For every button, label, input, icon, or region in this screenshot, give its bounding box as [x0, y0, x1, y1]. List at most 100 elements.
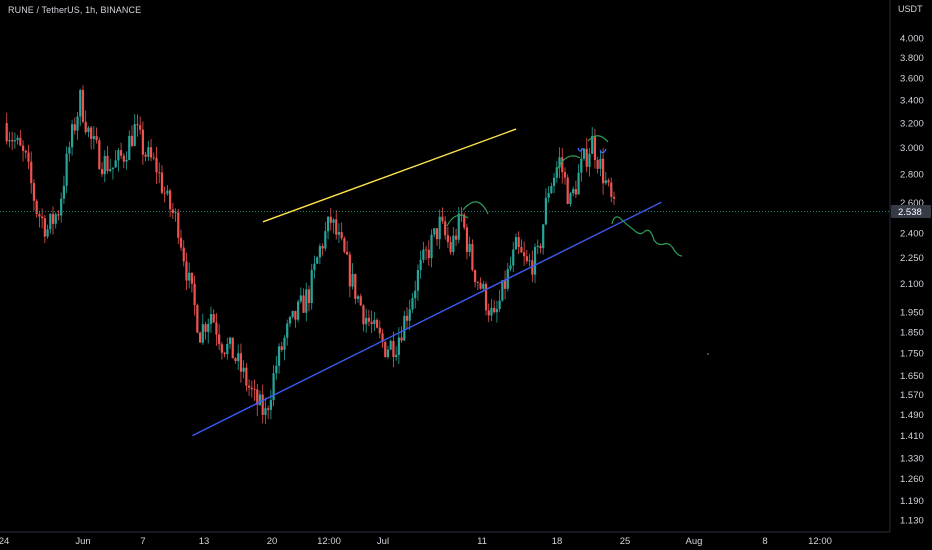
candle-body	[49, 213, 52, 230]
candle-body	[98, 140, 101, 170]
symbol-name: RUNE / TetherUS	[8, 5, 80, 15]
time-tick-label: Jun	[75, 536, 90, 547]
price-tick-label: 1.850	[900, 328, 924, 339]
top-marker[interactable]	[599, 148, 607, 154]
candle-body	[152, 157, 155, 159]
candle-body	[397, 337, 400, 355]
price-tick-label: 2.250	[900, 253, 924, 264]
resistance-trendline[interactable]	[262, 128, 517, 223]
candle-body	[474, 270, 477, 283]
candle-body	[610, 182, 613, 197]
candle-body	[220, 344, 223, 353]
candle-body	[128, 135, 131, 160]
candle-body	[517, 237, 520, 248]
candle-body	[117, 150, 120, 161]
candle-body	[465, 227, 469, 252]
candle-body	[62, 185, 66, 199]
candle-body	[57, 214, 60, 216]
top-marker[interactable]	[577, 147, 584, 152]
candle-body	[593, 135, 597, 160]
candle-body	[419, 259, 422, 270]
candle-body	[392, 340, 395, 358]
price-tick-label: 2.400	[900, 228, 924, 239]
candle-body	[454, 235, 458, 240]
candle-body	[291, 310, 294, 318]
candle-body	[179, 237, 183, 248]
candle-body	[299, 295, 302, 302]
candle-body	[24, 150, 27, 153]
candle-body	[493, 307, 496, 313]
candle-body	[525, 256, 528, 262]
candle-body	[51, 213, 55, 224]
candle-body	[114, 160, 117, 168]
candle-body	[313, 263, 316, 270]
candle-body	[384, 341, 387, 357]
peak-annotation-arc[interactable]	[446, 214, 469, 227]
candle-body	[389, 340, 392, 350]
price-tick-label: 3.800	[900, 53, 924, 64]
candle-body	[207, 323, 210, 332]
price-tick-label: 1.650	[900, 371, 924, 382]
candle-body	[340, 232, 343, 239]
candle-body	[471, 243, 474, 271]
candle-body	[558, 157, 561, 168]
candle-body	[119, 150, 123, 156]
candle-body	[177, 212, 180, 238]
last-price-value: 2.538	[898, 207, 922, 218]
candle-body	[544, 197, 548, 225]
time-tick-label: 25	[620, 536, 631, 547]
candle-body	[277, 346, 281, 366]
candle-body	[539, 245, 542, 249]
candle-body	[427, 249, 430, 259]
candle-body	[212, 314, 215, 323]
candle-body	[452, 235, 455, 253]
candle-body	[563, 172, 567, 178]
candle-body	[577, 172, 580, 195]
price-tick-label: 1.130	[900, 516, 924, 527]
support-trendline[interactable]	[192, 201, 662, 437]
candle-body	[536, 245, 539, 248]
candle-body	[408, 309, 411, 321]
stray-dot	[707, 353, 709, 355]
candle-body	[54, 214, 57, 224]
price-tick-label: 1.950	[900, 307, 924, 318]
candle-body	[324, 231, 327, 249]
candle-body	[272, 373, 275, 401]
candle-body	[552, 177, 556, 186]
candle-body	[479, 282, 482, 289]
candle-body	[550, 185, 553, 194]
candle-body	[302, 295, 305, 313]
candle-body	[305, 289, 308, 313]
candle-body	[484, 283, 488, 311]
candle-body	[378, 327, 381, 334]
candle-body	[356, 296, 360, 299]
candle-body	[106, 155, 109, 171]
peak-annotation-arc[interactable]	[462, 201, 489, 215]
candle-body	[531, 260, 534, 275]
candle-body	[228, 337, 232, 344]
candle-body	[70, 124, 74, 148]
candle-body	[435, 228, 439, 240]
candle-body	[122, 155, 125, 162]
peak-annotation-arc[interactable]	[587, 135, 609, 143]
candle-body	[201, 324, 204, 343]
candle-body	[395, 354, 398, 358]
time-tick-label: 24	[0, 536, 9, 547]
candle-body	[574, 189, 577, 195]
candle-body	[155, 158, 158, 173]
price-tick-label: 3.200	[900, 119, 924, 130]
candle-body	[585, 148, 588, 167]
candle-body	[424, 249, 428, 251]
candle-body	[76, 116, 79, 131]
candle-body	[218, 334, 221, 345]
candle-body	[523, 252, 526, 257]
projected-path-annotation[interactable]	[611, 216, 683, 257]
peak-annotation-arc[interactable]	[555, 155, 581, 173]
candle-body	[542, 224, 545, 249]
candle-body	[35, 200, 38, 215]
candle-body	[463, 214, 466, 228]
candle-body	[343, 238, 346, 252]
candle-body	[223, 352, 226, 355]
